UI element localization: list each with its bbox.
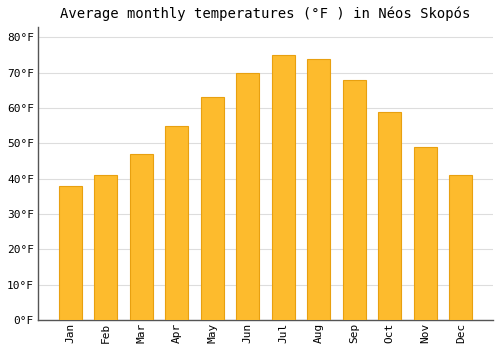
Bar <box>201 97 224 320</box>
Bar <box>166 126 188 320</box>
Title: Average monthly temperatures (°F ) in Néos Skopós: Average monthly temperatures (°F ) in Né… <box>60 7 471 21</box>
Bar <box>414 147 437 320</box>
Bar <box>308 58 330 320</box>
Bar <box>130 154 153 320</box>
Bar <box>378 112 402 320</box>
Bar <box>343 80 366 320</box>
Bar <box>94 175 118 320</box>
Bar <box>450 175 472 320</box>
Bar <box>236 73 260 320</box>
Bar <box>59 186 82 320</box>
Bar <box>272 55 295 320</box>
